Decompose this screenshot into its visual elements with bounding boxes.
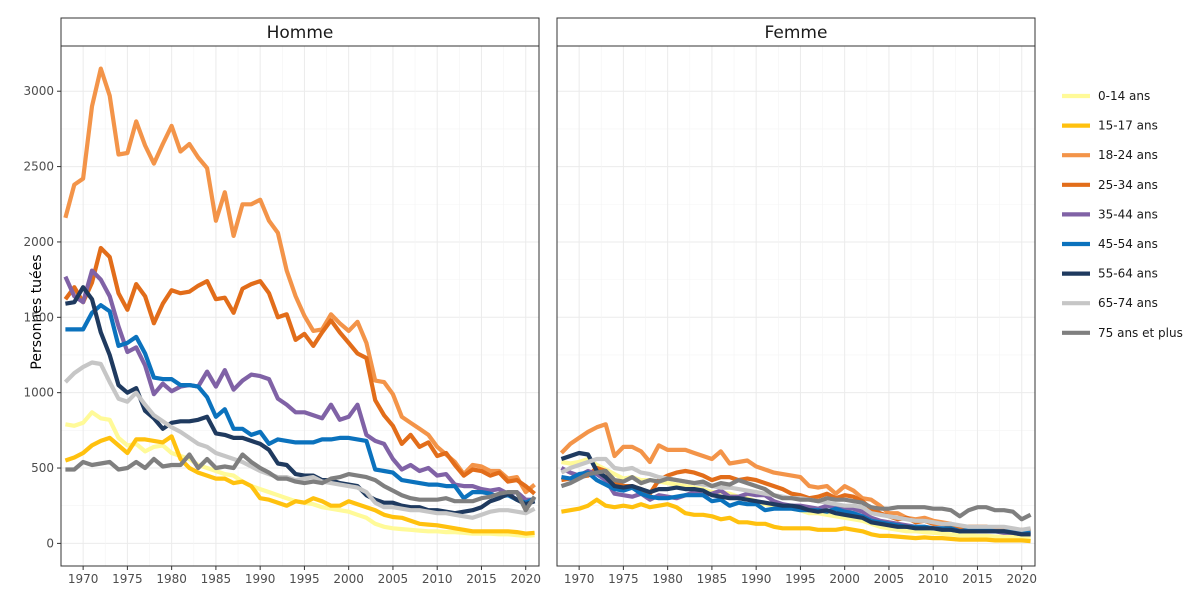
- x-tick-label: 2010: [422, 572, 453, 586]
- legend-item: 75 ans et plus: [1062, 326, 1183, 340]
- legend-label: 25-34 ans: [1098, 178, 1158, 192]
- x-tick-label: 1970: [68, 572, 99, 586]
- series-line-18-24-ans: [63, 66, 536, 495]
- legend-item: 25-34 ans: [1062, 178, 1158, 192]
- series-line-25-34-ans: [63, 245, 536, 496]
- legend-label: 45-54 ans: [1098, 237, 1158, 251]
- series-line-45-54-ans: [65, 303, 536, 505]
- series-line-75-ans-et-plus: [560, 468, 1032, 522]
- facet-strip: [556, 17, 1036, 47]
- legend-item: 18-24 ans: [1062, 148, 1158, 162]
- x-tick-label: 2010: [918, 572, 949, 586]
- x-tick-label: 2020: [510, 572, 541, 586]
- legend-label: 18-24 ans: [1098, 148, 1158, 162]
- x-tick-label: 1990: [741, 572, 772, 586]
- legend-label: 65-74 ans: [1098, 296, 1158, 310]
- legend-label: 15-17 ans: [1098, 119, 1158, 133]
- x-tick-label: 1970: [564, 572, 595, 586]
- x-tick-label: 2020: [1006, 572, 1037, 586]
- panel-homme: Homme 1970 1975 1980 1985 1990 1995 2000 2005 201…: [23, 17, 541, 586]
- series-line-15-17-ans: [64, 434, 535, 536]
- panel-femme: Femme 1970 1975 1980 1985 1990 1995 2000 2005 201…: [556, 17, 1037, 586]
- facet-panels: Homme 1970 1975 1980 1985 1990 1995 2000 2005 201…: [23, 17, 1037, 586]
- x-tick-label: 1990: [245, 572, 276, 586]
- y-axis-title: Personnes tuées: [29, 254, 45, 369]
- x-tick-label: 2005: [378, 572, 409, 586]
- x-tick-label: 1975: [608, 572, 639, 586]
- x-tick-label: 2015: [962, 572, 993, 586]
- x-tick-label: 1985: [697, 572, 728, 586]
- facet-strip-title: Femme: [765, 23, 828, 43]
- legend-item: 15-17 ans: [1062, 119, 1158, 133]
- series-line-55-64-ans: [560, 450, 1031, 537]
- x-tick-label: 1995: [289, 572, 320, 586]
- y-tick-label: 500: [31, 461, 54, 475]
- legend-label: 0-14 ans: [1098, 89, 1150, 103]
- y-tick-label: 2000: [23, 235, 54, 249]
- legend-item: 45-54 ans: [1062, 237, 1158, 251]
- legend-label: 75 ans et plus: [1098, 326, 1183, 340]
- x-tick-label: 1980: [156, 572, 187, 586]
- x-tick-label: 2000: [829, 572, 860, 586]
- legend-item: 35-44 ans: [1062, 207, 1158, 221]
- facet-strip-title: Homme: [267, 23, 334, 43]
- x-tick-label: 1980: [652, 572, 683, 586]
- legend-item: 55-64 ans: [1062, 267, 1158, 281]
- y-tick-label: 0: [46, 536, 54, 550]
- x-tick-label: 1995: [785, 572, 816, 586]
- series-lines: [63, 66, 537, 539]
- x-tick-label: 2015: [466, 572, 497, 586]
- y-tick-label: 2500: [23, 160, 54, 174]
- x-tick-label: 1975: [112, 572, 143, 586]
- x-tick-label: 2005: [874, 572, 905, 586]
- legend: 0-14 ans 15-17 ans 18-24 ans 25-34 ans 35-44…: [1062, 89, 1183, 340]
- series-line-65-74-ans: [63, 360, 536, 520]
- panel-border: [556, 45, 1036, 567]
- series-line-75-ans-et-plus: [65, 452, 537, 513]
- series-lines: [559, 422, 1032, 544]
- legend-item: 65-74 ans: [1062, 296, 1158, 310]
- facet-strip: [60, 17, 540, 47]
- y-tick-label: 1000: [23, 386, 54, 400]
- x-tick-label: 2000: [333, 572, 364, 586]
- y-tick-label: 1500: [23, 310, 54, 324]
- y-tick-label: 3000: [23, 84, 54, 98]
- x-tick-label: 1985: [201, 572, 232, 586]
- legend-label: 55-64 ans: [1098, 267, 1158, 281]
- panel-border: [60, 45, 540, 567]
- legend-label: 35-44 ans: [1098, 207, 1158, 221]
- series-line-15-17-ans: [561, 497, 1031, 544]
- legend-item: 0-14 ans: [1062, 89, 1150, 103]
